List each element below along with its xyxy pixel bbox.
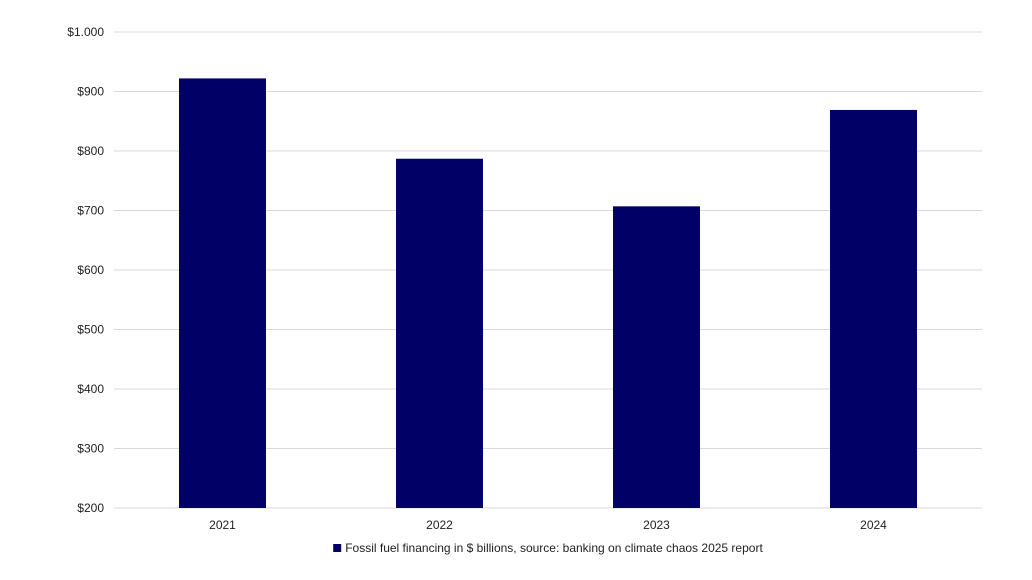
legend-swatch xyxy=(333,544,342,552)
legend-label: Fossil fuel financing in $ billions, sou… xyxy=(345,541,763,555)
bar xyxy=(830,109,917,508)
y-tick-label: $400 xyxy=(77,382,104,396)
x-axis: 2021 2022 2023 2024 xyxy=(209,518,887,532)
bar xyxy=(179,78,266,508)
legend: Fossil fuel financing in $ billions, sou… xyxy=(333,541,763,555)
bar xyxy=(396,158,483,509)
bar xyxy=(613,206,700,508)
x-tick-label: 2022 xyxy=(426,518,453,532)
y-tick-label: $300 xyxy=(77,442,104,456)
y-tick-label: $500 xyxy=(77,323,104,337)
y-tick-label: $800 xyxy=(77,144,104,158)
y-tick-label: $600 xyxy=(77,263,104,277)
x-tick-label: 2023 xyxy=(643,518,670,532)
x-tick-label: 2021 xyxy=(209,518,236,532)
y-tick-label: $900 xyxy=(77,85,104,99)
x-tick-label: 2024 xyxy=(860,518,887,532)
y-tick-label: $700 xyxy=(77,204,104,218)
y-tick-label: $200 xyxy=(77,501,104,515)
y-axis: $200 $300 $400 $500 $600 $700 $800 $900 $1.000 xyxy=(67,25,104,515)
y-tick-label: $1.000 xyxy=(67,25,104,39)
bars xyxy=(179,78,917,509)
